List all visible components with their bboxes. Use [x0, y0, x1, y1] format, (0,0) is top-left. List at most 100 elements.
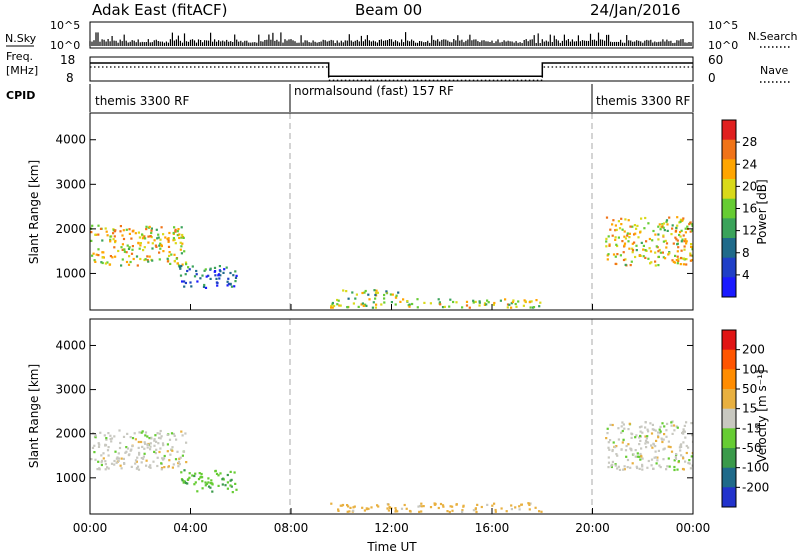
power-echo-0-100 — [173, 253, 176, 256]
velocity-echo-3-54 — [663, 425, 666, 428]
power-echo-2-48 — [538, 305, 541, 308]
power-echo-0-45 — [158, 244, 161, 247]
velocity-echo-3-24 — [617, 438, 620, 441]
power-echo-4-68 — [635, 227, 638, 230]
power-echo-0-8 — [178, 236, 181, 240]
velocity-echo-3-96 — [662, 448, 665, 451]
power-cbar-swatch-4 — [722, 198, 736, 219]
velocity-echo-0-150 — [182, 450, 186, 453]
power-echo-2-75 — [528, 301, 531, 304]
velocity-echo-2-23 — [420, 510, 423, 513]
velocity-echo-2-43 — [538, 510, 541, 513]
velocity-echo-0-117 — [178, 463, 181, 466]
power-echo-4-91 — [661, 251, 664, 254]
velocity-echo-0-55 — [156, 456, 159, 459]
power-echo-4-208 — [690, 245, 693, 248]
velocity-echo-3-106 — [676, 468, 679, 471]
velocity-echo-0-189 — [179, 456, 182, 459]
power-echo-2-5 — [423, 301, 426, 304]
velocity-echo-2-88 — [461, 510, 464, 513]
freq-panel-frame — [89, 56, 694, 82]
velocity-echo-3-105 — [684, 460, 687, 463]
velocity-echo-1-17 — [217, 484, 220, 487]
velocity-echo-3-78 — [647, 459, 650, 463]
velocity-echo-0-93 — [113, 435, 116, 438]
power-echo-4-10 — [654, 264, 657, 267]
power-echo-0-35 — [90, 239, 93, 242]
velocity-echo-0-131 — [120, 467, 123, 470]
velocity-echo-3-204 — [639, 434, 642, 438]
power-echo-0-130 — [135, 255, 139, 258]
power-echo-2-74 — [346, 306, 349, 309]
x-tick-label-2: 08:00 — [274, 521, 309, 535]
power-echo-2-9 — [448, 305, 451, 308]
power-echo-4-16 — [691, 254, 693, 257]
power-echo-2-54 — [390, 301, 393, 304]
velocity-echo-3-119 — [665, 429, 668, 432]
power-echo-4-17 — [682, 234, 685, 237]
cpid-segment-3: themis 3300 RF — [596, 94, 690, 108]
velocity-echo-3-123 — [634, 449, 637, 452]
power-echo-2-90 — [465, 304, 469, 307]
power-echo-1-43 — [226, 280, 229, 283]
power-echo-0-82 — [184, 261, 188, 264]
velocity-echo-2-6 — [394, 507, 397, 510]
power-echo-4-140 — [678, 233, 681, 237]
velocity-echo-0-42 — [105, 438, 108, 441]
power-echo-4-22 — [611, 223, 614, 226]
power-echo-0-155 — [105, 230, 108, 233]
velocity-echo-2-47 — [437, 506, 440, 510]
velocity-echo-0-159 — [129, 436, 132, 439]
power-echo-4-41 — [652, 229, 655, 233]
power-echo-2-7 — [338, 304, 341, 307]
power-echo-2-26 — [510, 302, 513, 305]
velocity-echo-3-93 — [662, 438, 665, 441]
velocity-echo-2-11 — [449, 505, 452, 508]
x-tick-label-0: 00:00 — [73, 521, 108, 535]
power-echo-0-52 — [174, 242, 177, 245]
power-echo-4-203 — [676, 262, 679, 265]
power-echo-4-171 — [677, 246, 680, 249]
power-echo-4-92 — [624, 263, 627, 266]
velocity-echo-1-63 — [226, 487, 229, 490]
power-echo-0-181 — [145, 225, 148, 228]
velocity-ylabel: Slant Range [km] — [27, 364, 41, 468]
power-echo-4-201 — [685, 263, 688, 266]
power-echo-1-58 — [217, 273, 221, 276]
power-echo-4-122 — [647, 222, 650, 225]
power-echo-3-6 — [389, 293, 392, 296]
power-echo-4-146 — [676, 224, 679, 227]
velocity-ytick-label-2: 2000 — [55, 427, 86, 441]
power-echo-4-64 — [607, 235, 610, 238]
power-echo-2-34 — [493, 301, 496, 305]
power-echo-0-179 — [172, 237, 175, 240]
power-echo-4-74 — [635, 244, 638, 247]
power-echo-0-121 — [137, 231, 140, 234]
velocity-echo-3-130 — [657, 449, 660, 452]
velocity-echo-1-35 — [197, 478, 201, 481]
power-echo-4-190 — [614, 236, 617, 239]
cpid-label: CPID — [6, 89, 35, 102]
velocity-echo-3-183 — [641, 468, 644, 471]
velocity-echo-0-16 — [116, 456, 119, 459]
power-echo-2-64 — [508, 303, 511, 306]
velocity-echo-1-28 — [187, 478, 190, 481]
power-echo-1-52 — [227, 277, 230, 280]
velocity-echo-0-155 — [113, 459, 116, 463]
power-echo-4-145 — [608, 244, 611, 247]
velocity-echo-2-77 — [514, 506, 517, 509]
velocity-echo-3-102 — [658, 431, 662, 435]
power-echo-4-99 — [659, 251, 662, 254]
velocity-echo-0-85 — [180, 430, 183, 433]
power-echo-4-180 — [677, 258, 680, 261]
power-echo-2-89 — [532, 306, 536, 309]
velocity-echo-0-67 — [115, 457, 118, 460]
velocity-echo-3-172 — [659, 430, 662, 433]
power-echo-0-20 — [121, 243, 124, 246]
power-echo-0-168 — [144, 258, 147, 261]
power-echo-4-194 — [671, 227, 674, 230]
velocity-echo-2-19 — [422, 505, 425, 508]
velocity-ytick-label-0: 4000 — [55, 338, 86, 352]
velocity-echo-1-54 — [214, 469, 217, 472]
power-echo-0-34 — [91, 254, 94, 257]
